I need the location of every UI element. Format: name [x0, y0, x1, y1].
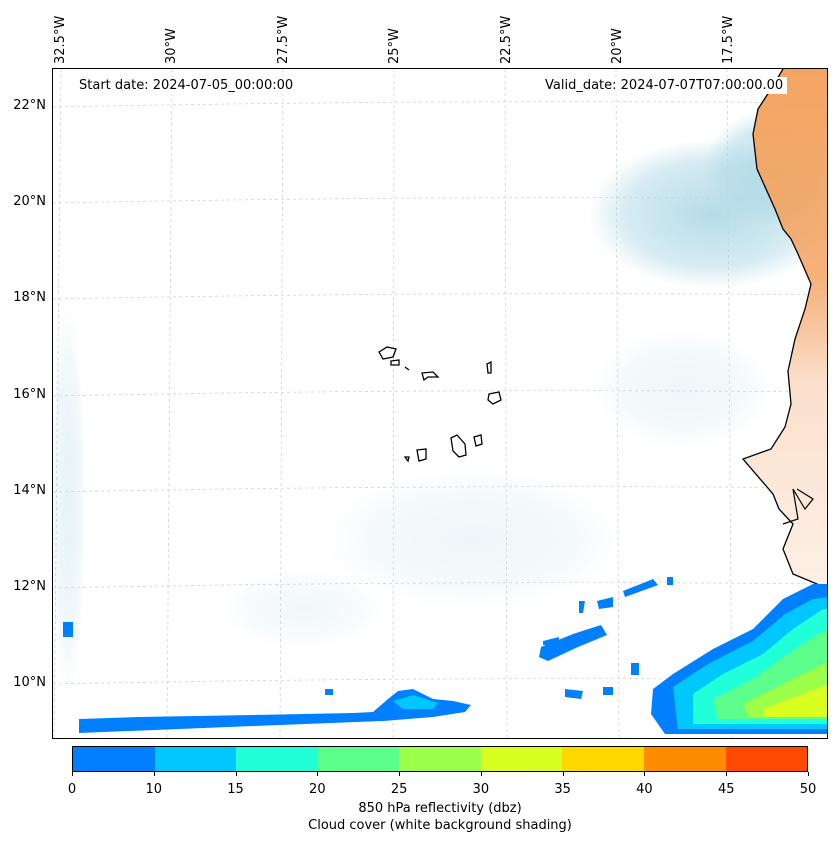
- map-canvas: [53, 69, 827, 738]
- colorbar-segment: [236, 747, 318, 771]
- colorbar-segment: [480, 747, 563, 771]
- colorbar-segment: [725, 747, 808, 771]
- colorbar-tick-label: 15: [227, 782, 244, 797]
- lon-label-25w: 25°W: [387, 28, 402, 64]
- gambia-coast: [782, 488, 814, 525]
- colorbar-tick-mark: [153, 772, 155, 776]
- colorbar-label: 850 hPa reflectivity (dbz): [358, 801, 522, 816]
- cloud-cover-shading: [53, 109, 827, 699]
- lon-label-17-5w: 17.5°W: [721, 15, 736, 64]
- lat-label-20n: 20°N: [13, 194, 46, 209]
- lon-label-27-5w: 27.5°W: [276, 15, 291, 64]
- lat-label-22n: 22°N: [13, 98, 46, 113]
- colorbar-tick-mark: [399, 772, 401, 776]
- coastline: [741, 69, 827, 589]
- african-coast-land: [743, 69, 827, 589]
- colorbar-tick-label: 10: [145, 782, 163, 797]
- colorbar-tick-mark: [562, 772, 564, 776]
- colorbar-tick-label: 40: [636, 782, 653, 797]
- colorbar-tick-label: 0: [67, 782, 77, 797]
- start-date-label: Start date: 2024-07-05_00:00:00: [75, 77, 298, 94]
- colorbar-tick-label: 20: [309, 782, 326, 797]
- lat-label-16n: 16°N: [13, 387, 46, 402]
- lat-label-12n: 12°N: [13, 579, 46, 594]
- lat-label-18n: 18°N: [13, 290, 46, 305]
- lat-label-10n: 10°N: [13, 675, 46, 690]
- colorbar-segment: [73, 747, 155, 771]
- colorbar-tick-label: 50: [799, 782, 817, 797]
- map-panel[interactable]: [52, 68, 828, 739]
- colorbar-segment: [399, 747, 481, 771]
- colorbar-tick-mark: [808, 772, 809, 776]
- reflectivity-colorbar: [72, 746, 808, 772]
- lat-label-14n: 14°N: [13, 483, 46, 498]
- cape-verde-islands: [378, 346, 502, 463]
- colorbar-segment: [643, 747, 726, 771]
- valid-date-label: Valid_date: 2024-07-07T07:00:00.00: [541, 77, 788, 94]
- colorbar-tick-label: 35: [554, 782, 571, 797]
- colorbar-tick-label: 30: [472, 782, 490, 797]
- colorbar-tick-mark: [726, 772, 728, 776]
- lon-label-30w: 30°W: [164, 28, 179, 64]
- colorbar-tick-mark: [235, 772, 237, 776]
- colorbar-tick-mark: [644, 772, 646, 776]
- colorbar-tick-label: 45: [717, 782, 735, 797]
- colorbar-segment: [317, 747, 400, 771]
- colorbar-sublabel: Cloud cover (white background shading): [308, 818, 572, 833]
- colorbar-tick-mark: [317, 772, 319, 776]
- colorbar-segment: [154, 747, 237, 771]
- lon-label-22-5w: 22.5°W: [499, 15, 514, 64]
- colorbar-tick-mark: [72, 772, 73, 776]
- colorbar-segment: [562, 747, 644, 771]
- colorbar-tick-label: 25: [390, 782, 408, 797]
- lon-label-20w: 20°W: [610, 28, 625, 64]
- reflectivity-contours: [63, 577, 827, 734]
- lon-label-32-5w: 32.5°W: [53, 15, 68, 64]
- colorbar-tick-mark: [480, 772, 482, 776]
